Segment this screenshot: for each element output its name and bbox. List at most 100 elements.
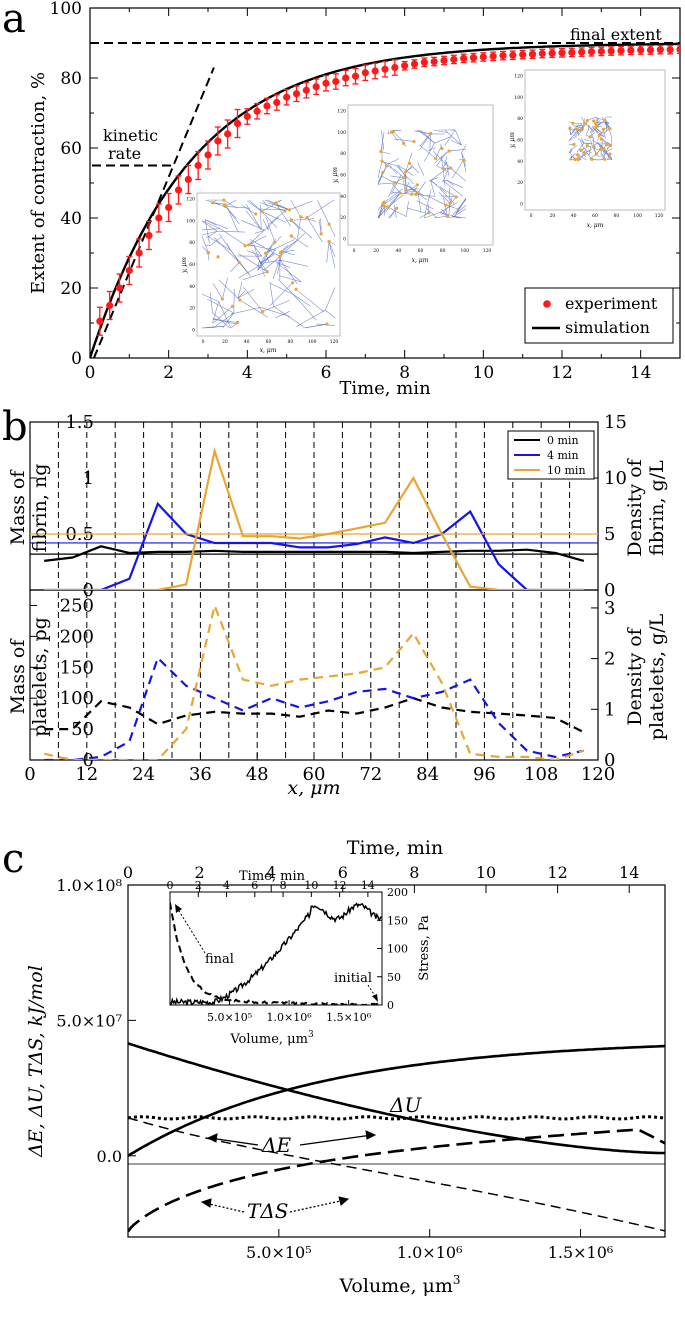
inset-1-ylabel: y, μm bbox=[181, 257, 188, 274]
fibrin-fiber bbox=[441, 196, 457, 216]
fibrin-fiber bbox=[441, 195, 457, 198]
inset-xlabel-sup: 3 bbox=[308, 1030, 314, 1040]
fibrin-fiber bbox=[569, 154, 575, 160]
platelet bbox=[299, 215, 303, 219]
fibrin-fiber bbox=[205, 219, 217, 226]
fibrin-fiber bbox=[428, 180, 431, 182]
fibrin-fiber bbox=[430, 180, 436, 197]
net-ytick-label: 60 bbox=[517, 138, 523, 144]
platelet bbox=[601, 127, 605, 131]
net-xtick-label: 100 bbox=[633, 213, 642, 219]
platelet bbox=[594, 152, 598, 156]
fibrin-fiber bbox=[262, 219, 269, 231]
fibrin-fiber bbox=[205, 325, 225, 329]
fibrin-fiber bbox=[393, 204, 397, 219]
net-ytick-label: 100 bbox=[337, 130, 346, 136]
exp-point bbox=[106, 301, 114, 310]
platelet bbox=[416, 191, 420, 195]
exp-point bbox=[558, 49, 566, 57]
fibrin-fiber bbox=[280, 259, 308, 267]
net-xtick-label: 0 bbox=[202, 339, 205, 345]
fibrin-fiber bbox=[209, 292, 213, 313]
fibrin-fiber bbox=[212, 312, 230, 329]
fibrin-fiber bbox=[434, 150, 450, 164]
net-ytick-label: 40 bbox=[340, 194, 346, 200]
fibrin-fiber bbox=[443, 197, 448, 217]
c-xtick-top-label: 2 bbox=[195, 863, 205, 882]
fibrin-fiber bbox=[436, 151, 448, 166]
fibrin-fiber bbox=[601, 143, 605, 147]
inset-xtick-top-label: 0 bbox=[167, 879, 174, 892]
exp-point bbox=[587, 48, 596, 56]
net-xtick-label: 0 bbox=[353, 248, 356, 254]
b-xtick-label: 96 bbox=[473, 764, 496, 785]
fibrin-fiber bbox=[450, 167, 467, 182]
platelet bbox=[447, 149, 451, 153]
fibrin-fiber bbox=[417, 162, 425, 176]
energy-curves bbox=[128, 1042, 665, 1233]
bt-ytick-label: 0 bbox=[83, 580, 94, 601]
b-bot-ylabel-1: Mass of bbox=[7, 638, 29, 715]
platelet bbox=[274, 201, 278, 205]
net-xtick-label: 20 bbox=[549, 213, 555, 219]
fibrin-fiber bbox=[420, 133, 431, 146]
net-ytick-label: 20 bbox=[189, 306, 195, 312]
b-bot-ylabel-2: platelets, pg bbox=[29, 617, 51, 737]
exp-point bbox=[96, 317, 104, 325]
c-xtick-top-label: 12 bbox=[547, 863, 567, 882]
fibrin-fiber bbox=[201, 235, 209, 253]
fibrin-fiber bbox=[444, 129, 462, 146]
fibrin-fiber bbox=[438, 192, 451, 204]
net-xtick-label: 60 bbox=[266, 339, 272, 345]
platelet bbox=[597, 133, 601, 138]
platelet bbox=[448, 166, 453, 170]
fibrin-fiber bbox=[212, 306, 233, 324]
fibrin-fiber bbox=[201, 220, 218, 232]
panel-b-dashed-grid bbox=[57, 422, 571, 760]
exp-point bbox=[135, 249, 143, 257]
fibrin-fiber bbox=[433, 215, 448, 219]
exp-point bbox=[676, 45, 680, 53]
net-ytick-label: 20 bbox=[517, 180, 523, 186]
fibrin-fiber bbox=[582, 118, 585, 129]
fibrin-fiber bbox=[387, 194, 404, 208]
fibrin-fiber bbox=[317, 199, 330, 225]
fibrin-fiber bbox=[444, 161, 447, 166]
b-xtick-label: 60 bbox=[303, 764, 326, 785]
platelet bbox=[222, 203, 227, 207]
fibrin-network-2 bbox=[377, 129, 467, 219]
fibrin-fiber bbox=[403, 184, 418, 194]
b-bot-ylabel-right-2: platelets, g/L bbox=[646, 613, 668, 740]
exp-point bbox=[548, 49, 556, 57]
net-xtick-label: 60 bbox=[418, 248, 424, 254]
exp-point bbox=[538, 49, 546, 58]
a-xtick-label: 2 bbox=[163, 363, 174, 383]
fibrin-fiber bbox=[604, 122, 607, 126]
inset-xtick-label: 1.5×10⁶ bbox=[326, 1011, 372, 1024]
fibrin-fiber bbox=[214, 237, 240, 263]
kinetic-label: kinetic bbox=[103, 126, 158, 145]
fibrin-fiber bbox=[222, 277, 228, 299]
inset-xtick-top-label: 8 bbox=[280, 879, 287, 892]
panel-a-ylabel: Extent of contraction, % bbox=[28, 72, 49, 294]
fibrin-fiber bbox=[254, 246, 262, 265]
a-ytick-label: 0 bbox=[71, 349, 82, 369]
fibrin-fiber bbox=[270, 283, 294, 295]
exp-point bbox=[165, 203, 173, 212]
exp-point bbox=[656, 46, 664, 54]
thin-dashed-curve bbox=[128, 1117, 665, 1232]
fibrin-fiber bbox=[328, 241, 336, 269]
inset-xtick-label: 1.0×10⁶ bbox=[267, 1011, 313, 1024]
inset-ytick-label: 0 bbox=[387, 999, 394, 1012]
fibrin-fiber bbox=[578, 153, 588, 160]
fibrin-fiber bbox=[238, 264, 262, 279]
platelet bbox=[404, 170, 408, 174]
fibrin-fiber bbox=[423, 142, 435, 162]
exp-point bbox=[637, 46, 645, 54]
fibrin-fiber bbox=[409, 163, 420, 174]
fibrin-fiber bbox=[426, 208, 438, 219]
platelet bbox=[448, 201, 452, 205]
fibrin-fiber bbox=[587, 124, 593, 133]
net-ytick-label: 120 bbox=[186, 197, 195, 203]
